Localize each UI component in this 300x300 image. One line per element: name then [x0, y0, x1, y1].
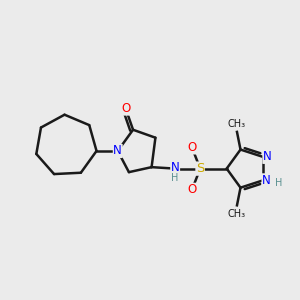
Text: O: O — [187, 141, 196, 154]
Text: N: N — [262, 174, 271, 187]
Text: O: O — [187, 183, 196, 196]
Text: H: H — [275, 178, 283, 188]
Text: S: S — [196, 162, 204, 175]
Text: N: N — [171, 161, 179, 174]
Text: N: N — [113, 145, 122, 158]
Text: H: H — [172, 173, 179, 183]
Text: CH₃: CH₃ — [227, 119, 245, 129]
Text: CH₃: CH₃ — [227, 208, 245, 219]
Text: O: O — [121, 102, 130, 115]
Text: N: N — [263, 150, 272, 163]
